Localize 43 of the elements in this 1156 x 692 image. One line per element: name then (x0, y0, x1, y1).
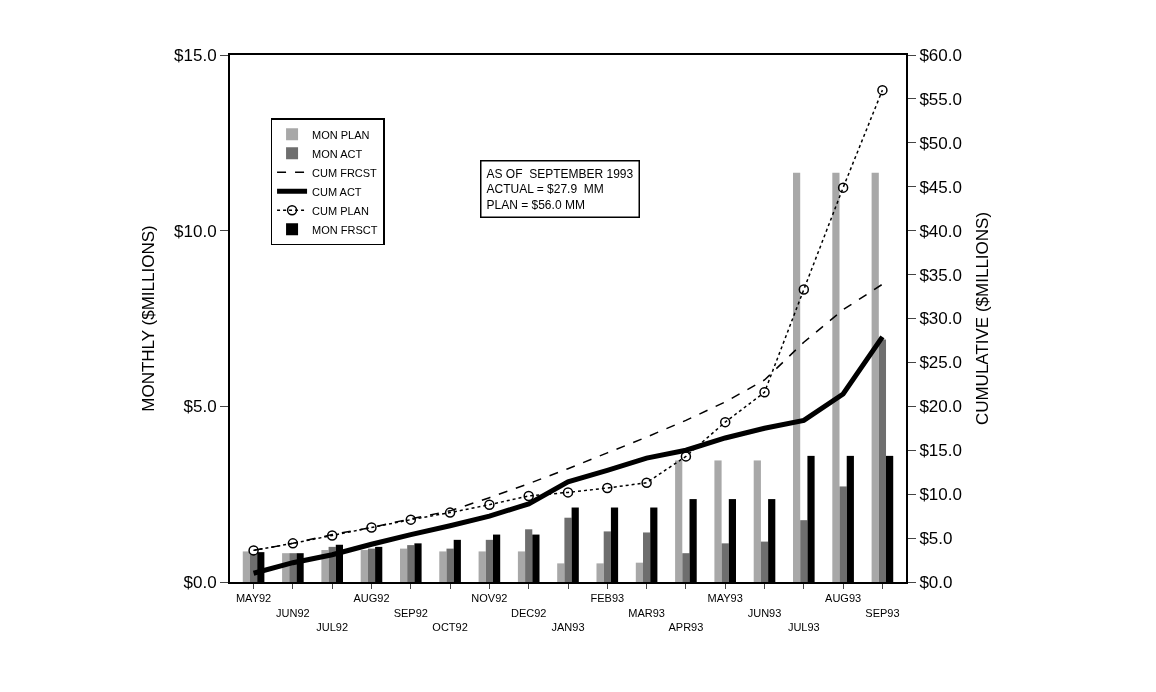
y2-axis-title: CUMULATIVE ($MILLIONS) (972, 211, 992, 426)
y2-tick-label: $30.0 (919, 309, 962, 329)
legend-label: MON FRSCT (312, 223, 378, 236)
x-tick-label: JUL92 (316, 620, 349, 633)
y2-tick-label: $35.0 (919, 265, 962, 285)
x-tick-label: MAR93 (628, 606, 665, 619)
y2-tick-label: $40.0 (919, 221, 962, 241)
x-tick-label: JUL93 (787, 620, 820, 633)
legend-label: MON ACT (312, 147, 363, 160)
legend-label: CUM FRCST (312, 166, 378, 179)
y-axis-title: MONTHLY ($MILLIONS) (139, 225, 159, 412)
x-tick-label: NOV92 (471, 592, 508, 605)
x-tick-label: MAY92 (235, 592, 272, 605)
y2-tick-label: $45.0 (919, 177, 962, 197)
x-tick-label: JUN93 (747, 606, 782, 619)
y-tick-label: $5.0 (183, 397, 217, 417)
x-tick-label: JUN92 (276, 606, 310, 619)
y2-tick-label: $60.0 (919, 45, 962, 65)
legend-label: MON PLAN (312, 128, 370, 141)
x-tick-label: MAY93 (707, 592, 743, 605)
x-tick-label: AUG92 (353, 592, 390, 605)
y-tick-label: $0.0 (183, 572, 217, 592)
y2-tick-label: $0.0 (919, 572, 953, 592)
x-tick-label: SEP93 (865, 606, 900, 619)
y-tick-label: $10.0 (174, 221, 217, 241)
y2-tick-label: $15.0 (919, 441, 962, 461)
y2-tick-label: $50.0 (919, 133, 962, 153)
y2-tick-label: $5.0 (919, 529, 953, 549)
legend-label: CUM PLAN (312, 204, 369, 217)
x-tick-label: JAN93 (551, 620, 585, 633)
y2-tick-label: $10.0 (919, 485, 962, 505)
x-tick-label: OCT92 (432, 620, 468, 633)
x-tick-label: DEC92 (510, 606, 547, 619)
y-tick-label: $15.0 (174, 45, 217, 65)
x-tick-label: FEB93 (590, 592, 625, 605)
y2-tick-label: $55.0 (919, 89, 962, 109)
y2-tick-label: $20.0 (919, 397, 962, 417)
x-tick-label: SEP92 (393, 606, 428, 619)
y2-tick-label: $25.0 (919, 353, 962, 373)
x-tick-label: AUG93 (825, 592, 862, 605)
legend-label: CUM ACT (312, 185, 362, 198)
annotation: AS OF SEPTEMBER 1993 ACTUAL = $27.9 MM PLAN = $56.0 MM (486, 166, 634, 212)
x-tick-label: APR93 (668, 620, 704, 633)
